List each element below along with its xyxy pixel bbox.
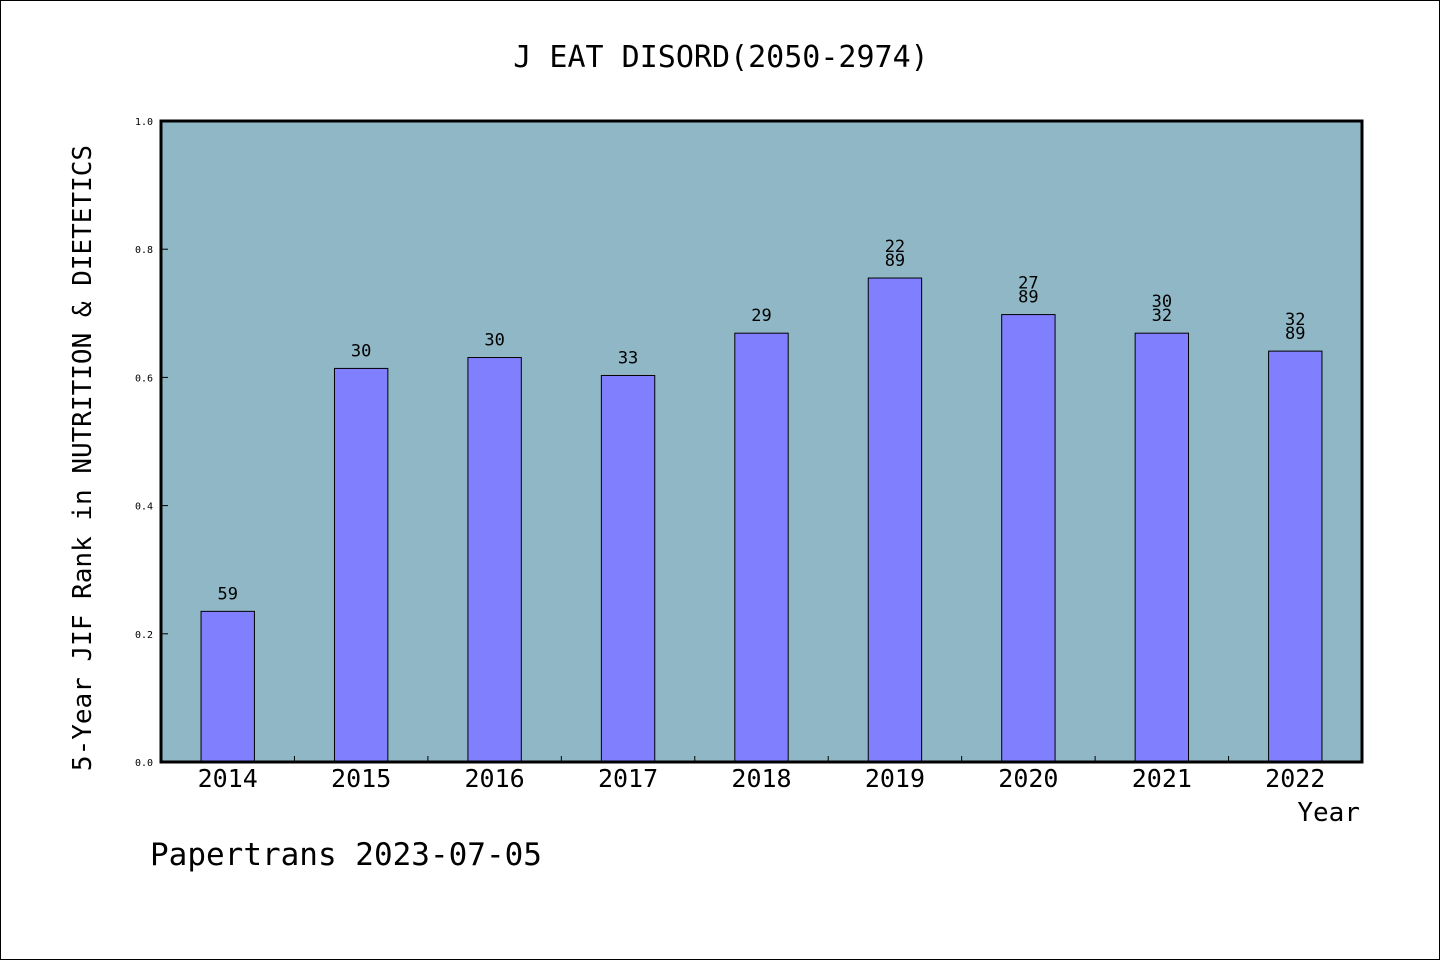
bar: [467, 357, 522, 763]
x-tick-label: 2022: [1265, 764, 1325, 793]
bar-value-label: 29: [751, 306, 771, 326]
bar-value-label: 32: [1152, 306, 1172, 326]
x-tick-label: 2016: [465, 764, 525, 793]
x-tick-label: 2018: [731, 764, 791, 793]
bar-value-label: 22: [885, 237, 905, 257]
x-axis-ticks: 2014 2015 2016 2017 2018 2019 2020 2021 2022: [198, 756, 1325, 793]
y-tick-label: 0.0: [135, 758, 153, 769]
y-tick-label: 0.8: [135, 245, 153, 256]
y-tick-label: 1.0: [135, 117, 153, 128]
bar: [867, 277, 923, 763]
x-tick-label: 2020: [998, 764, 1058, 793]
bar: [200, 610, 255, 763]
plot-border: [159, 119, 1364, 764]
footer-text: Papertrans 2023-07-05: [150, 837, 542, 873]
bar: [333, 367, 389, 763]
bar-value-label: 33: [618, 348, 638, 368]
x-tick-label: 2019: [865, 764, 925, 793]
bar: [734, 332, 789, 763]
bar-value-label: 32: [1285, 310, 1305, 330]
x-tick-label: 2021: [1132, 764, 1192, 793]
y-axis-label: 5-Year JIF Rank in NUTRITION & DIETETICS: [68, 145, 98, 771]
x-tick-label: 2017: [598, 764, 658, 793]
x-tick-label: 2014: [198, 764, 258, 793]
bar-value-label: 27: [1018, 274, 1038, 294]
bar-value-label: 59: [217, 584, 237, 604]
bar-value-label: 89: [1285, 324, 1305, 344]
bar: [1134, 332, 1190, 763]
y-tick-label: 0.2: [135, 630, 153, 641]
bar: [1001, 314, 1056, 763]
y-tick-label: 0.6: [135, 373, 153, 384]
chart-title: J EAT DISORD(2050-2974): [513, 40, 928, 75]
bar-value-label: 89: [885, 251, 905, 271]
y-tick-label: 0.4: [135, 502, 153, 513]
bar-value-label: 30: [351, 341, 371, 361]
bar: [1268, 350, 1323, 763]
x-axis-label: Year: [1297, 798, 1360, 828]
x-tick-label: 2015: [331, 764, 391, 793]
bars-group: [200, 277, 1323, 763]
bar-value-label: 30: [484, 331, 504, 351]
bar-value-label: 89: [1018, 288, 1038, 308]
bar-value-label: 30: [1152, 292, 1172, 312]
bar: [600, 374, 656, 763]
